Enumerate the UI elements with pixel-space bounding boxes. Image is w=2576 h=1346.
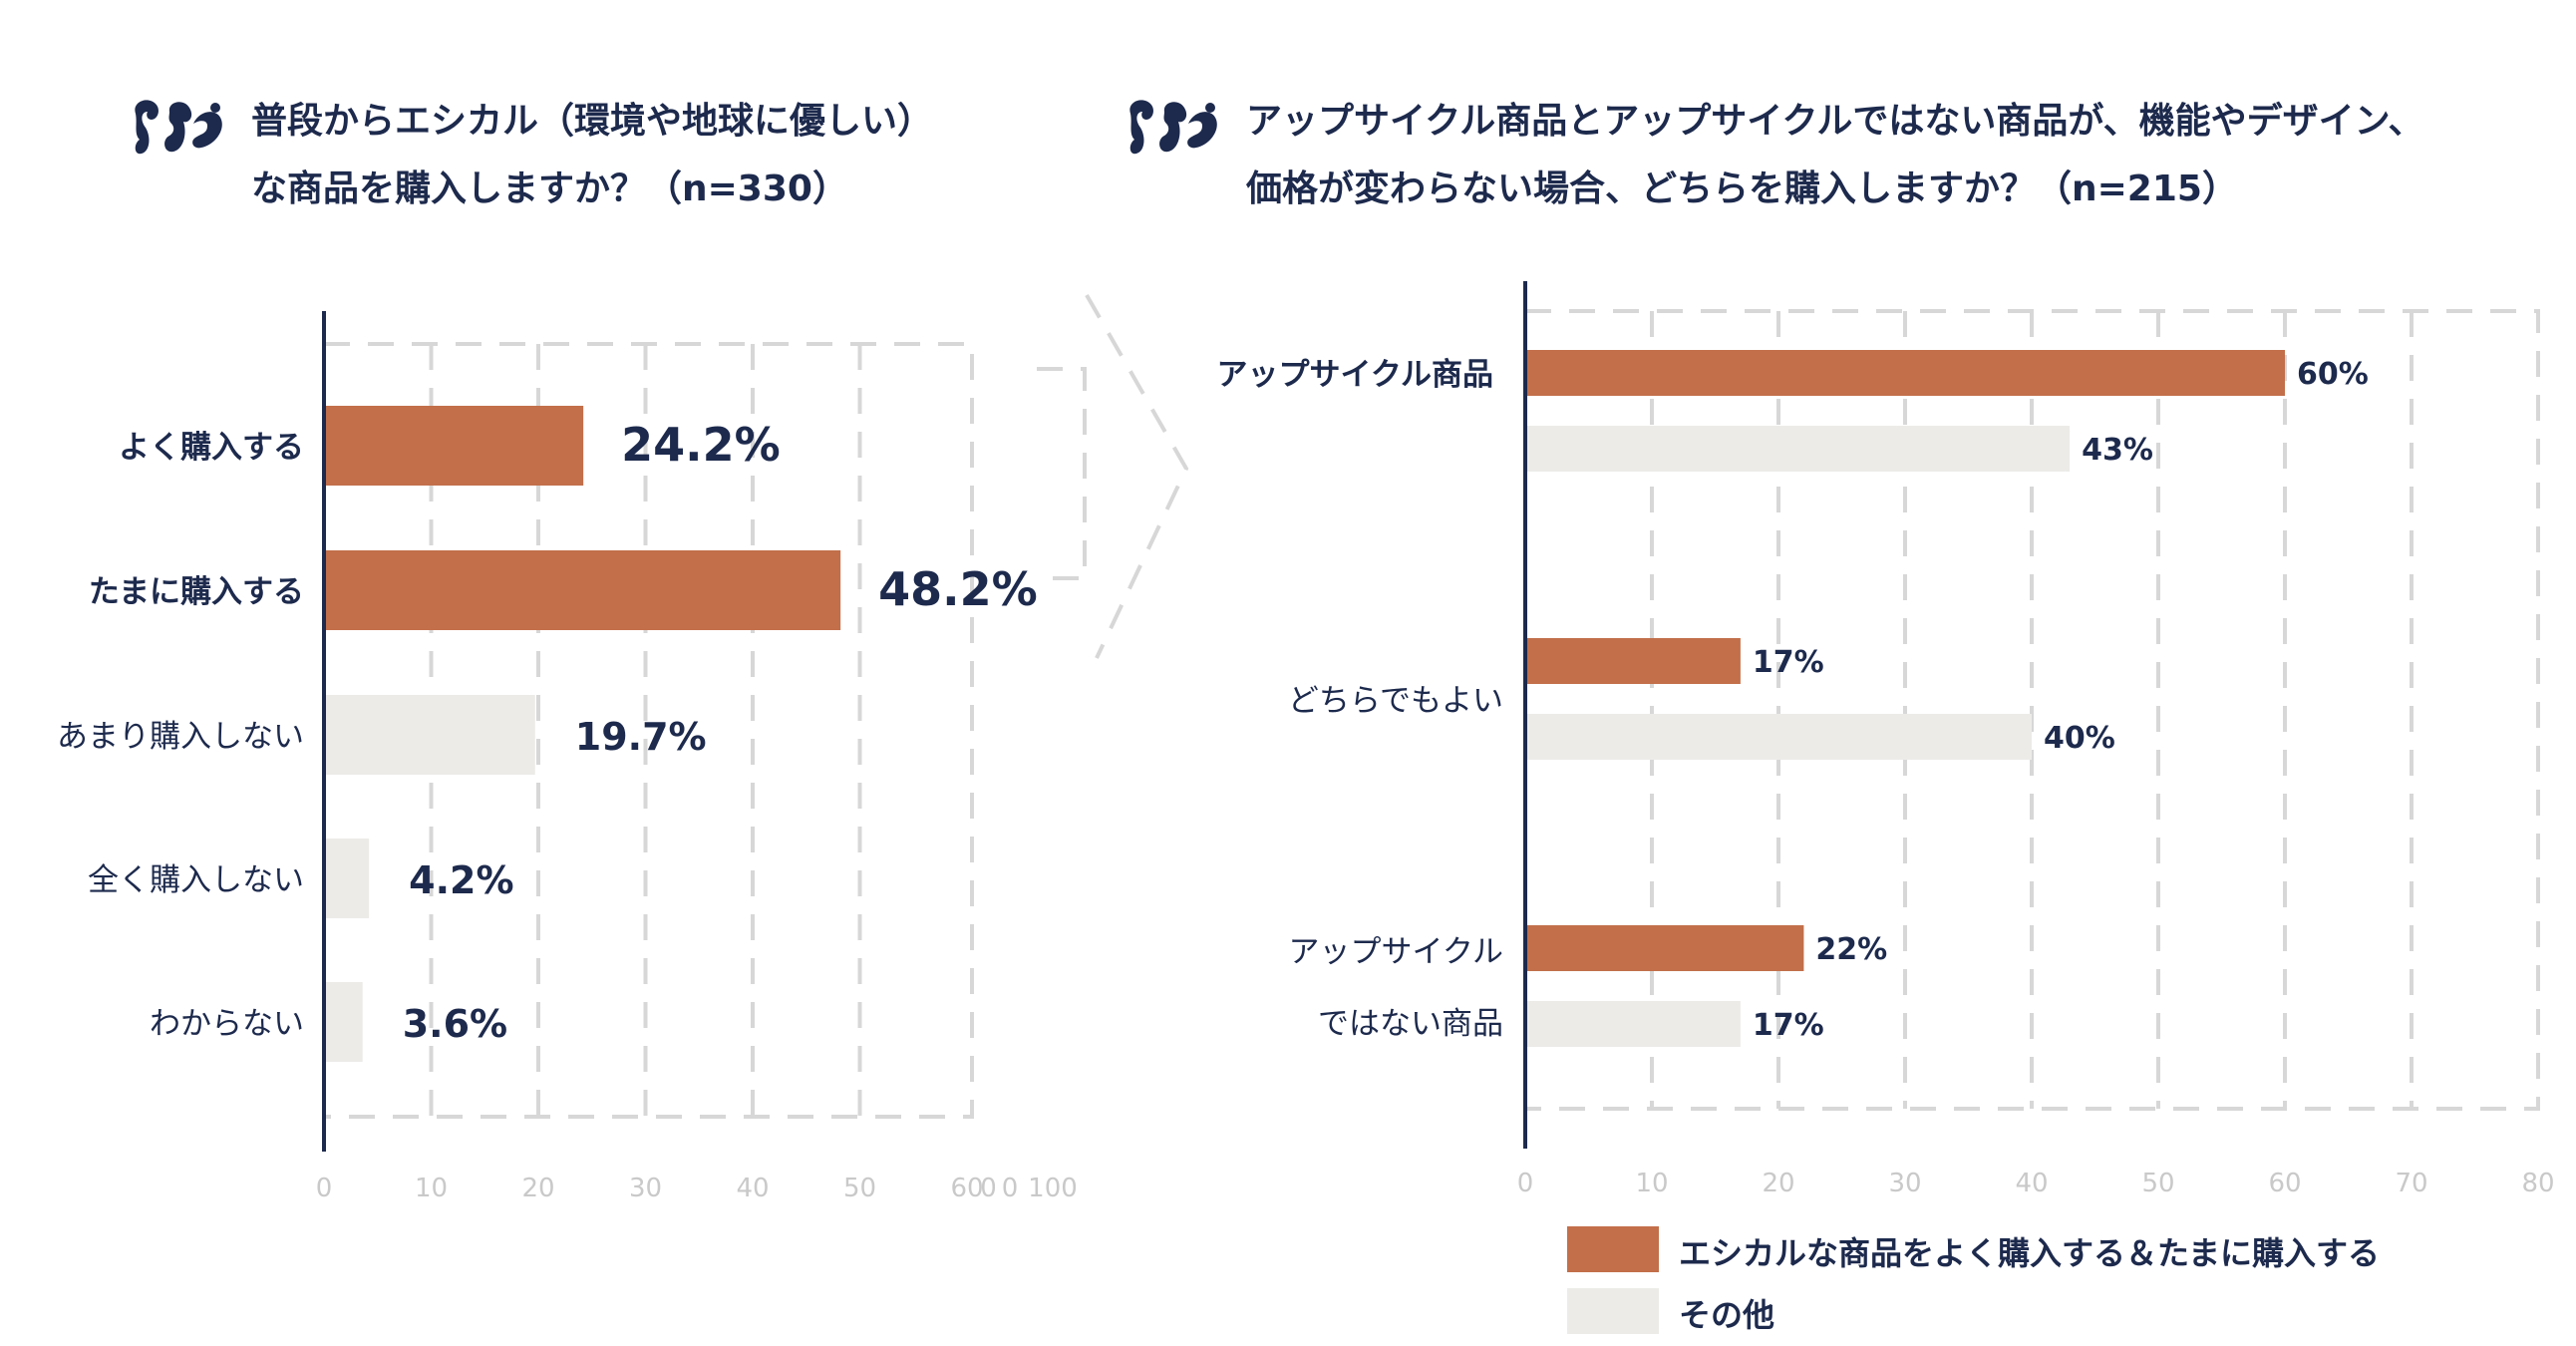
right-tick-label: 50 xyxy=(2141,1169,2174,1198)
right-category-label: アップサイクル xyxy=(1289,934,1503,970)
left-chart: よく購入する 24.2% たまに購入する 48.2% あまり購入しない 19.7% 全く購入… xyxy=(57,311,1078,1203)
left-value-label: 19.7% xyxy=(575,715,707,759)
squirrel-logo-icon xyxy=(1129,100,1217,155)
left-category-label: あまり購入しない xyxy=(57,719,304,755)
left-tick-label: 100 xyxy=(1028,1174,1078,1203)
legend-label-other: その他 xyxy=(1679,1296,1775,1334)
right-tick-label: 40 xyxy=(2015,1169,2048,1198)
left-grid-frame xyxy=(322,342,974,1119)
left-title-line1: 普段からエシカル（環境や地球に優しい） xyxy=(251,101,934,142)
left-value-label: 24.2% xyxy=(621,418,781,472)
left-category-label: たまに購入する xyxy=(89,574,304,610)
legend-swatch-other xyxy=(1567,1288,1659,1334)
right-title-line1: アップサイクル商品とアップサイクルではない商品が、機能やデザイン、 xyxy=(1246,101,2424,142)
right-bar xyxy=(1525,426,2071,472)
right-value-label: 22% xyxy=(1815,932,1887,967)
left-tick-label: 60 xyxy=(950,1174,983,1203)
right-value-label: 60% xyxy=(2297,357,2369,392)
left-bar xyxy=(324,695,535,775)
left-bar xyxy=(324,982,363,1062)
left-tick-label: 40 xyxy=(736,1174,769,1203)
right-tick-label: 30 xyxy=(1888,1169,1921,1198)
left-tick-label: 30 xyxy=(629,1174,662,1203)
left-tick-label: 50 xyxy=(843,1174,876,1203)
right-tick-label: 20 xyxy=(1762,1169,1794,1198)
right-value-label: 17% xyxy=(1753,1008,1824,1043)
left-tick-label: 10 xyxy=(415,1174,448,1203)
right-category-label: ではない商品 xyxy=(1318,1006,1503,1042)
right-tick-label: 70 xyxy=(2395,1169,2427,1198)
left-value-label: 48.2% xyxy=(878,562,1038,616)
left-category-label: 全く購入しない xyxy=(88,862,304,898)
left-chart-title: 普段からエシカル（環境や地球に優しい） な商品を購入しますか？（n=330） xyxy=(251,88,933,223)
left-tick-label: 0 xyxy=(316,1174,333,1203)
left-bar xyxy=(324,839,370,918)
right-bar xyxy=(1525,638,1741,684)
left-category-label: よく購入する xyxy=(119,430,304,466)
left-value-label: 4.2% xyxy=(409,858,513,902)
legend-swatch-ethical xyxy=(1567,1226,1659,1272)
left-category-label: わからない xyxy=(150,1006,304,1042)
right-value-label: 17% xyxy=(1753,645,1824,680)
right-value-label: 40% xyxy=(2044,721,2115,756)
left-tick-label: 20 xyxy=(521,1174,554,1203)
right-category-label: アップサイクル商品 xyxy=(1217,357,1493,393)
right-chart-title: アップサイクル商品とアップサイクルではない商品が、機能やデザイン、 価格が変わら… xyxy=(1246,88,2424,223)
left-title-line2: な商品を購入しますか？（n=330） xyxy=(251,168,848,209)
left-bar xyxy=(324,550,841,630)
left-tick-label: 0 xyxy=(1002,1174,1019,1203)
squirrel-logo-icon xyxy=(135,100,222,155)
bracket-arrow-icon xyxy=(1037,294,1189,659)
right-value-label: 43% xyxy=(2082,433,2153,468)
left-value-label: 3.6% xyxy=(403,1002,507,1046)
right-tick-label: 60 xyxy=(2268,1169,2301,1198)
right-bar xyxy=(1525,350,2285,396)
right-category-label: どちらでもよい xyxy=(1288,683,1503,719)
right-tick-label: 80 xyxy=(2521,1169,2554,1198)
right-bar xyxy=(1525,1001,1741,1047)
left-tick-label: 0 xyxy=(980,1174,997,1203)
right-bar xyxy=(1525,714,2032,760)
right-tick-label: 0 xyxy=(1517,1169,1534,1198)
right-chart: 60% 43% アップサイクル商品 17% 40% どちらでもよい 22% 17% アップサイク… xyxy=(1217,281,2555,1198)
right-title-line2: 価格が変わらない場合、どちらを購入しますか？（n=215） xyxy=(1246,168,2238,209)
left-bar xyxy=(324,406,584,486)
right-tick-label: 10 xyxy=(1635,1169,1668,1198)
right-bar xyxy=(1525,925,1804,971)
legend-label-ethical: エシカルな商品をよく購入する＆たまに購入する xyxy=(1679,1234,2381,1272)
